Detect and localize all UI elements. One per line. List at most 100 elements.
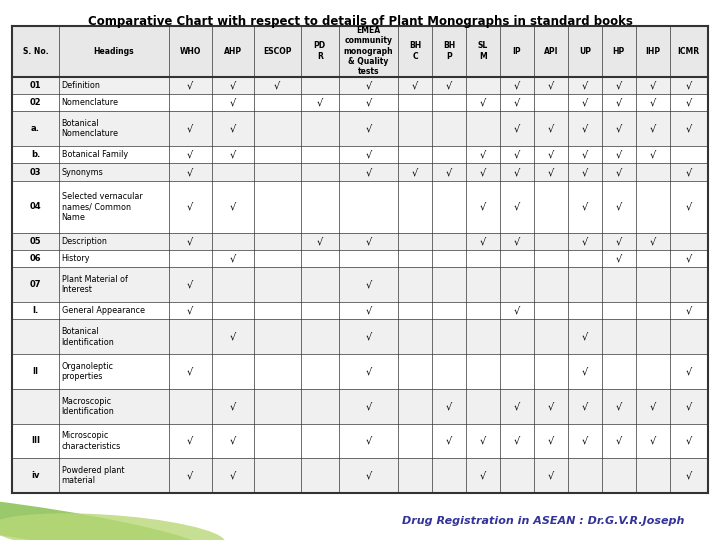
Text: √: √	[514, 202, 520, 212]
Text: √: √	[230, 401, 236, 411]
Text: √: √	[274, 80, 280, 90]
Text: √: √	[649, 436, 656, 446]
Text: √: √	[187, 150, 194, 160]
Text: Organoleptic
properties: Organoleptic properties	[62, 362, 114, 381]
Text: √: √	[548, 80, 554, 90]
Text: 03: 03	[30, 167, 41, 177]
Text: ICMR: ICMR	[678, 46, 700, 56]
Text: √: √	[616, 202, 622, 212]
Text: 01: 01	[30, 81, 41, 90]
Text: √: √	[548, 124, 554, 133]
Text: b.: b.	[31, 150, 40, 159]
Text: √: √	[230, 202, 236, 212]
Text: √: √	[685, 401, 692, 411]
Text: WHO: WHO	[179, 46, 201, 56]
Text: √: √	[480, 150, 486, 160]
Text: √: √	[685, 167, 692, 177]
Text: √: √	[582, 367, 588, 376]
Text: PD
R: PD R	[314, 42, 325, 61]
Text: √: √	[514, 306, 520, 316]
Ellipse shape	[0, 514, 225, 540]
Text: √: √	[446, 436, 452, 446]
Text: √: √	[365, 332, 372, 342]
Bar	[12, 25, 708, 77]
Text: √: √	[649, 401, 656, 411]
Bar	[12, 423, 708, 458]
Bar	[12, 302, 708, 320]
Text: 05: 05	[30, 237, 41, 246]
Bar	[12, 146, 708, 163]
Bar	[12, 267, 708, 302]
Text: Botanical Family: Botanical Family	[62, 150, 128, 159]
Text: Powdered plant
material: Powdered plant material	[62, 466, 124, 485]
Text: √: √	[514, 98, 520, 107]
Text: √: √	[365, 280, 372, 290]
Text: √: √	[514, 167, 520, 177]
Text: √: √	[616, 436, 622, 446]
Text: √: √	[548, 167, 554, 177]
Text: √: √	[649, 150, 656, 160]
Text: √: √	[582, 332, 588, 342]
Text: √: √	[685, 124, 692, 133]
Text: Nomenclature: Nomenclature	[62, 98, 119, 107]
Text: History: History	[62, 254, 90, 264]
Text: √: √	[582, 237, 588, 246]
Text: √: √	[685, 98, 692, 107]
Text: √: √	[514, 436, 520, 446]
Text: √: √	[187, 202, 194, 212]
Text: √: √	[365, 150, 372, 160]
Text: Macroscopic
Identification: Macroscopic Identification	[62, 396, 114, 416]
Text: √: √	[582, 150, 588, 160]
Text: √: √	[187, 280, 194, 290]
Text: √: √	[230, 470, 236, 481]
Text: Headings: Headings	[94, 46, 134, 56]
Text: √: √	[480, 237, 486, 246]
Text: √: √	[616, 254, 622, 264]
Text: √: √	[649, 80, 656, 90]
Text: √: √	[230, 150, 236, 160]
Text: Selected vernacular
names/ Common
Name: Selected vernacular names/ Common Name	[62, 192, 143, 221]
Text: √: √	[616, 237, 622, 246]
Text: √: √	[187, 367, 194, 376]
Text: √: √	[616, 167, 622, 177]
Text: √: √	[187, 470, 194, 481]
Text: API: API	[544, 46, 558, 56]
Text: √: √	[230, 254, 236, 264]
Text: Definition: Definition	[62, 81, 101, 90]
Text: II: II	[32, 367, 38, 376]
Text: √: √	[446, 167, 452, 177]
Text: √: √	[480, 98, 486, 107]
Text: √: √	[187, 124, 194, 133]
Text: √: √	[187, 167, 194, 177]
Text: 07: 07	[30, 280, 41, 289]
Text: √: √	[582, 124, 588, 133]
Text: BH
P: BH P	[443, 42, 455, 61]
Bar	[12, 458, 708, 493]
Text: √: √	[187, 436, 194, 446]
Text: Plant Material of
Interest: Plant Material of Interest	[62, 275, 127, 294]
Text: √: √	[548, 401, 554, 411]
Text: √: √	[685, 202, 692, 212]
Text: √: √	[365, 470, 372, 481]
Text: √: √	[582, 401, 588, 411]
Bar	[12, 250, 708, 267]
Text: S. No.: S. No.	[22, 46, 48, 56]
Text: √: √	[514, 124, 520, 133]
Bar	[12, 163, 708, 181]
Text: 02: 02	[30, 98, 41, 107]
Text: √: √	[230, 80, 236, 90]
Text: √: √	[582, 202, 588, 212]
Text: √: √	[480, 470, 486, 481]
Text: IP: IP	[513, 46, 521, 56]
Text: √: √	[616, 150, 622, 160]
Text: √: √	[365, 401, 372, 411]
Text: √: √	[685, 306, 692, 316]
Text: Description: Description	[62, 237, 107, 246]
Text: √: √	[230, 124, 236, 133]
Text: IHP: IHP	[645, 46, 660, 56]
Text: √: √	[365, 306, 372, 316]
Text: √: √	[514, 401, 520, 411]
Text: √: √	[616, 401, 622, 411]
Text: √: √	[446, 401, 452, 411]
Text: √: √	[548, 436, 554, 446]
